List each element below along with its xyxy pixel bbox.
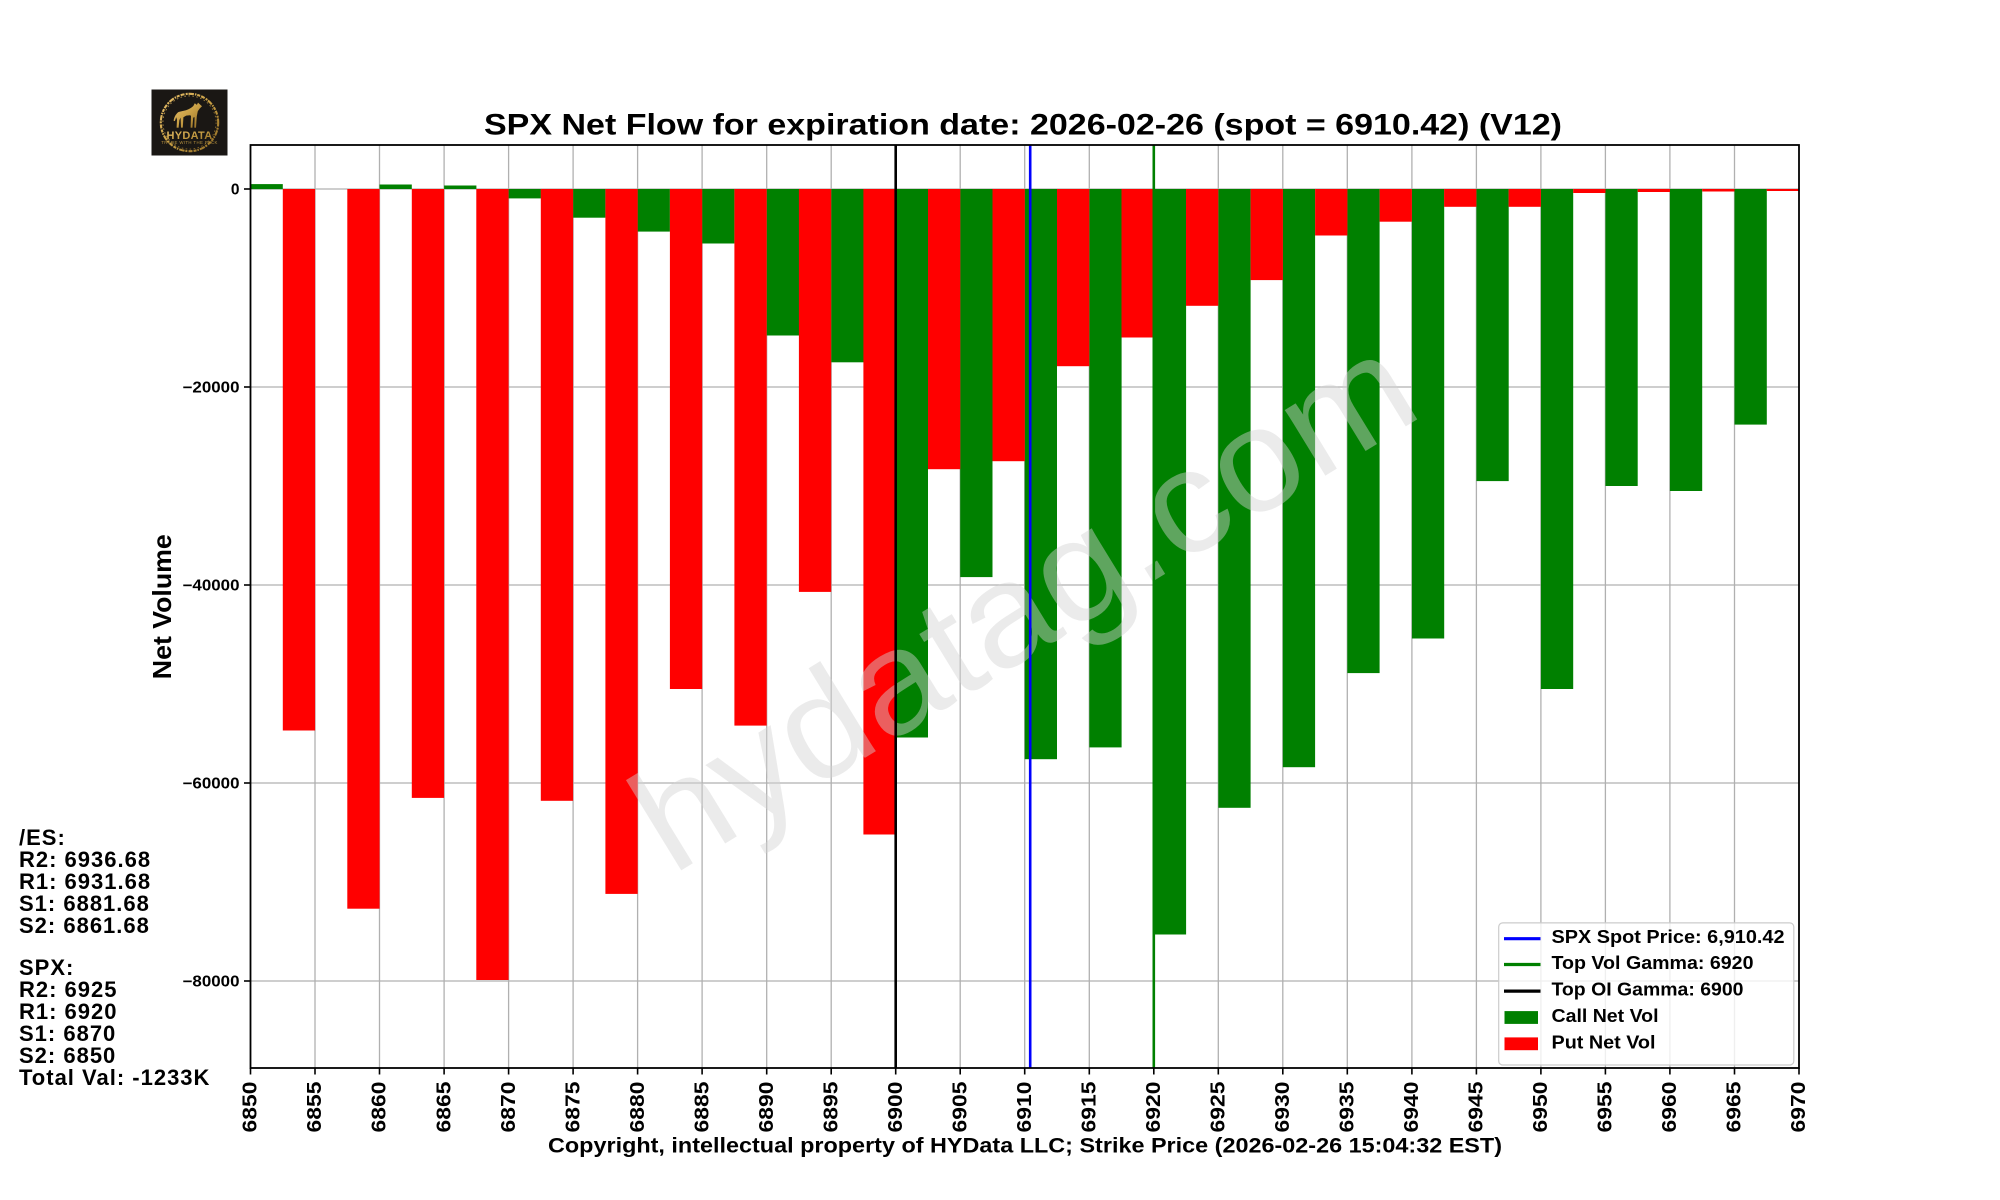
svg-text:0: 0 — [231, 181, 240, 198]
svg-text:Top OI Gamma: 6900: Top OI Gamma: 6900 — [1552, 980, 1744, 1000]
svg-text:6855: 6855 — [304, 1082, 326, 1133]
svg-text:R1: 6920: R1: 6920 — [19, 999, 118, 1024]
svg-text:−60000: −60000 — [183, 775, 240, 792]
svg-text:6900: 6900 — [885, 1082, 907, 1133]
svg-text:/ES:: /ES: — [19, 825, 66, 850]
svg-text:6890: 6890 — [756, 1082, 778, 1133]
svg-text:6880: 6880 — [627, 1082, 649, 1133]
svg-text:Net Volume: Net Volume — [147, 534, 177, 679]
svg-text:R2: 6936.68: R2: 6936.68 — [19, 847, 151, 872]
svg-text:6950: 6950 — [1530, 1082, 1552, 1133]
svg-text:6860: 6860 — [369, 1082, 391, 1133]
svg-text:Total Val: -1233K: Total Val: -1233K — [19, 1065, 210, 1090]
svg-text:6875: 6875 — [562, 1082, 584, 1133]
svg-text:SPX Spot Price: 6,910.42: SPX Spot Price: 6,910.42 — [1552, 927, 1785, 947]
svg-text:Put Net Vol: Put Net Vol — [1552, 1032, 1656, 1052]
svg-text:Call Net Vol: Call Net Vol — [1552, 1006, 1659, 1026]
svg-text:S1: 6881.68: S1: 6881.68 — [19, 891, 150, 916]
svg-text:6940: 6940 — [1401, 1082, 1423, 1133]
svg-text:S2: 6850: S2: 6850 — [19, 1043, 116, 1068]
svg-text:S2: 6861.68: S2: 6861.68 — [19, 913, 150, 938]
svg-text:6935: 6935 — [1337, 1082, 1359, 1133]
svg-text:6885: 6885 — [691, 1082, 713, 1133]
svg-text:TRADE WITH THE PACK: TRADE WITH THE PACK — [161, 140, 218, 145]
svg-text:−40000: −40000 — [183, 577, 240, 594]
svg-text:6960: 6960 — [1659, 1082, 1681, 1133]
svg-text:−20000: −20000 — [183, 379, 240, 396]
svg-text:S1: 6870: S1: 6870 — [19, 1021, 116, 1046]
svg-text:6925: 6925 — [1208, 1082, 1230, 1133]
svg-text:SPX Net Flow for expiration da: SPX Net Flow for expiration date: 2026-0… — [484, 109, 1562, 142]
svg-text:Top Vol Gamma: 6920: Top Vol Gamma: 6920 — [1552, 953, 1754, 973]
svg-text:6850: 6850 — [240, 1082, 262, 1133]
svg-text:6945: 6945 — [1466, 1082, 1488, 1133]
svg-text:6920: 6920 — [1143, 1082, 1165, 1133]
svg-text:6915: 6915 — [1079, 1082, 1101, 1133]
svg-text:6910: 6910 — [1014, 1082, 1036, 1133]
svg-text:R2: 6925: R2: 6925 — [19, 977, 118, 1002]
svg-text:SPX:: SPX: — [19, 955, 74, 980]
svg-text:HYDATA: HYDATA — [167, 130, 213, 142]
svg-text:6955: 6955 — [1595, 1082, 1617, 1133]
svg-text:6970: 6970 — [1788, 1082, 1810, 1133]
svg-text:6965: 6965 — [1724, 1082, 1746, 1133]
svg-text:Copyright, intellectual proper: Copyright, intellectual property of HYDa… — [548, 1135, 1502, 1158]
svg-text:6905: 6905 — [949, 1082, 971, 1133]
svg-text:6870: 6870 — [498, 1082, 520, 1133]
svg-text:−80000: −80000 — [183, 973, 240, 990]
svg-text:R1: 6931.68: R1: 6931.68 — [19, 869, 151, 894]
svg-text:6930: 6930 — [1272, 1082, 1294, 1133]
svg-text:6865: 6865 — [433, 1082, 455, 1133]
svg-text:6895: 6895 — [820, 1082, 842, 1133]
